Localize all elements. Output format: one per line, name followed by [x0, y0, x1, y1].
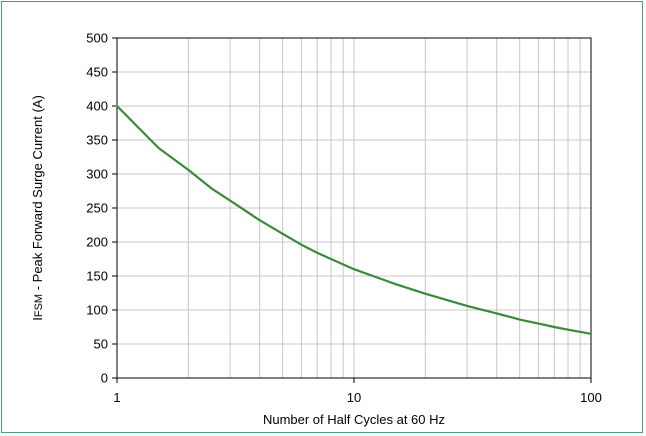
y-tick-label: 300 [86, 167, 108, 182]
y-axis-label-rest: - Peak Forward Surge Current (A) [30, 95, 45, 294]
y-tick-label: 400 [86, 99, 108, 114]
series-line [115, 104, 593, 335]
y-axis-label-main: I [30, 317, 45, 321]
x-tick-label: 1 [113, 390, 120, 405]
ticks: 0 50 100 150 200 250 300 350 400 450 500 1 10 100 [86, 31, 602, 406]
y-tick-label: 350 [86, 133, 108, 148]
y-tick-label: 500 [86, 31, 108, 46]
y-tick-label: 100 [86, 303, 108, 318]
x-axis-label: Number of Half Cycles at 60 Hz [263, 412, 445, 427]
grid [116, 37, 591, 379]
y-tick-label: 250 [86, 201, 108, 216]
y-axis-label: IFSM - Peak Forward Surge Current (A) [30, 95, 45, 321]
y-tick-label: 450 [86, 65, 108, 80]
y-tick-label: 50 [94, 337, 108, 352]
y-axis-label-sub: FSM [33, 294, 45, 317]
series-layer [115, 104, 593, 335]
y-tick-label: 150 [86, 269, 108, 284]
y-tick-label: 0 [101, 371, 108, 386]
y-tick-label: 200 [86, 235, 108, 250]
x-tick-label: 100 [580, 390, 602, 405]
x-tick-label: 10 [347, 390, 361, 405]
